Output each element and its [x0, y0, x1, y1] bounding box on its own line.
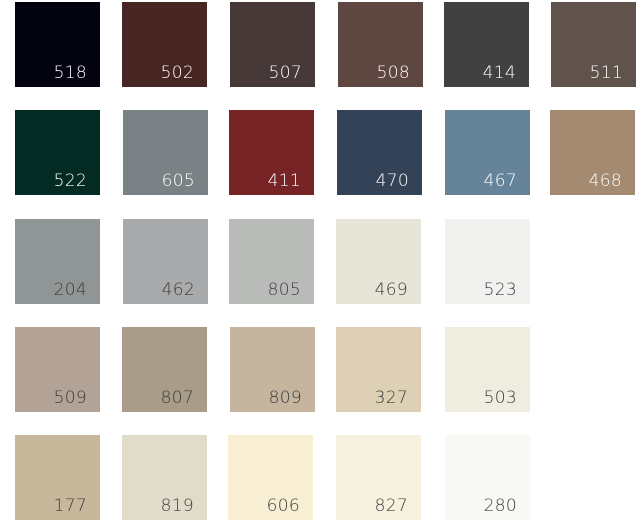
color-swatch-code: 508: [376, 63, 410, 83]
color-swatch-code: 606: [266, 496, 300, 516]
color-swatch-470[interactable]: 470: [337, 110, 422, 195]
color-swatch-code: 204: [53, 280, 87, 300]
color-swatch-819[interactable]: 819: [122, 435, 207, 520]
color-swatch-807[interactable]: 807: [122, 327, 207, 412]
color-swatch-507[interactable]: 507: [230, 2, 315, 87]
color-swatch-606[interactable]: 606: [228, 435, 313, 520]
color-swatch-code: 805: [267, 280, 301, 300]
color-swatch-code: 511: [589, 63, 623, 83]
color-swatch-code: 468: [588, 171, 622, 191]
color-swatch-511[interactable]: 511: [551, 2, 636, 87]
color-swatch-code: 509: [53, 388, 87, 408]
color-swatch-code: 462: [161, 280, 195, 300]
color-swatch-code: 518: [53, 63, 87, 83]
color-swatch-code: 503: [483, 388, 517, 408]
color-swatch-code: 411: [267, 171, 301, 191]
color-swatch-469[interactable]: 469: [336, 219, 421, 304]
color-swatch-508[interactable]: 508: [338, 2, 423, 87]
color-swatch-code: 523: [483, 280, 517, 300]
color-swatch-468[interactable]: 468: [550, 110, 635, 195]
color-swatch-805[interactable]: 805: [229, 219, 314, 304]
color-swatch-523[interactable]: 523: [445, 219, 530, 304]
color-swatch-414[interactable]: 414: [444, 2, 529, 87]
color-swatch-code: 809: [268, 388, 302, 408]
color-swatch-code: 467: [483, 171, 517, 191]
color-swatch-code: 327: [374, 388, 408, 408]
color-swatch-509[interactable]: 509: [15, 327, 100, 412]
color-swatch-code: 807: [160, 388, 194, 408]
color-swatch-502[interactable]: 502: [122, 2, 207, 87]
color-swatch-code: 414: [482, 63, 516, 83]
color-swatch-code: 280: [483, 496, 517, 516]
color-swatch-280[interactable]: 280: [445, 435, 530, 520]
color-swatch-code: 507: [268, 63, 302, 83]
color-swatch-522[interactable]: 522: [15, 110, 100, 195]
color-swatch-code: 470: [375, 171, 409, 191]
color-swatch-177[interactable]: 177: [15, 435, 100, 520]
color-swatch-518[interactable]: 518: [15, 2, 100, 87]
color-swatch-605[interactable]: 605: [123, 110, 208, 195]
color-swatch-code: 522: [53, 171, 87, 191]
color-swatch-327[interactable]: 327: [336, 327, 421, 412]
color-swatch-827[interactable]: 827: [336, 435, 421, 520]
color-swatch-code: 827: [374, 496, 408, 516]
color-swatch-204[interactable]: 204: [15, 219, 100, 304]
color-swatch-code: 469: [374, 280, 408, 300]
color-swatch-462[interactable]: 462: [123, 219, 208, 304]
color-swatch-code: 502: [160, 63, 194, 83]
color-swatch-467[interactable]: 467: [445, 110, 530, 195]
color-swatch-411[interactable]: 411: [229, 110, 314, 195]
color-swatch-code: 605: [161, 171, 195, 191]
color-swatch-code: 177: [53, 496, 87, 516]
color-swatch-code: 819: [160, 496, 194, 516]
color-swatch-809[interactable]: 809: [230, 327, 315, 412]
color-swatch-503[interactable]: 503: [445, 327, 530, 412]
